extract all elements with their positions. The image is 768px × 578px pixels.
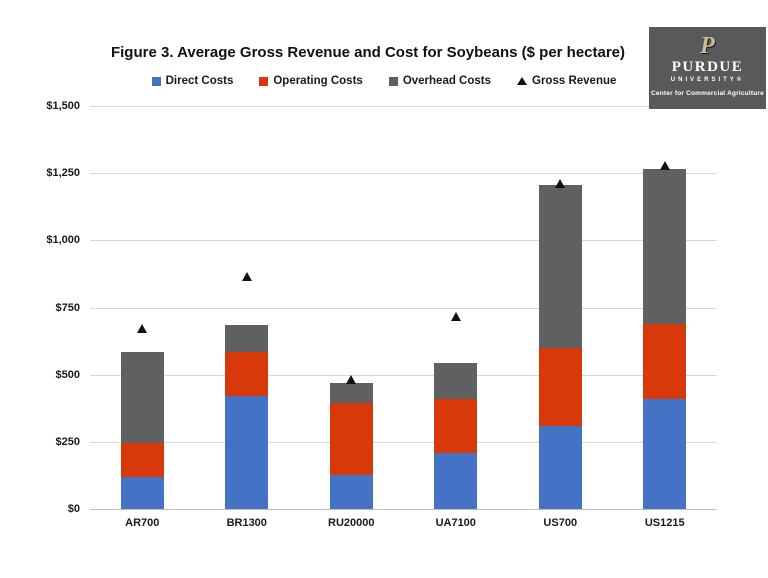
bar-segment-operating-costs-AR700 — [120, 443, 164, 477]
logo-name: PURDUE — [671, 59, 744, 75]
y-tick-label: $750 — [55, 301, 80, 314]
legend-item-operating-costs: Operating Costs — [259, 75, 363, 87]
legend-item-overhead-costs: Overhead Costs — [388, 75, 492, 87]
gross-revenue-marker-RU20000 — [346, 375, 357, 385]
gridline — [90, 240, 717, 242]
bar-segment-operating-costs-US700 — [538, 347, 582, 426]
gross-revenue-marker-UA7100 — [450, 311, 461, 321]
gross-revenue-triangle-icon — [517, 77, 528, 85]
legend-label: Gross Revenue — [532, 75, 617, 87]
purdue-p-icon: P — [700, 33, 715, 59]
bar-segment-operating-costs-BR1300 — [225, 351, 269, 397]
bar-segment-overhead-costs-US700 — [538, 185, 582, 348]
y-tick-label: $250 — [55, 435, 80, 448]
y-tick-label: $1,500 — [46, 100, 80, 112]
bar-segment-direct-costs-US700 — [538, 425, 582, 509]
bar-segment-operating-costs-US1215 — [643, 323, 687, 399]
legend-item-direct-costs: Direct Costs — [151, 75, 234, 87]
legend-label: Overhead Costs — [402, 75, 492, 87]
bar-segment-operating-costs-UA7100 — [434, 398, 478, 453]
y-axis: $0 $250 $500 $750 $1,000 $1,250 $1,500 — [28, 100, 80, 515]
chart-title: Figure 3. Average Gross Revenue and Cost… — [110, 44, 626, 61]
gridline — [90, 374, 717, 376]
bar-segment-direct-costs-BR1300 — [225, 396, 269, 509]
plot-area: AR700 BR1300 RU20000 UA7100 US700 US1215 — [90, 106, 717, 529]
gross-revenue-marker-BR1300 — [241, 271, 252, 281]
gridline — [90, 441, 717, 443]
bar-segment-overhead-costs-BR1300 — [225, 324, 269, 352]
bar-segment-overhead-costs-UA7100 — [434, 362, 478, 399]
bar-segment-overhead-costs-RU20000 — [329, 382, 373, 403]
gridline — [90, 173, 717, 175]
overhead-costs-swatch-icon — [388, 76, 398, 86]
y-tick-label: $1,250 — [46, 167, 80, 180]
x-tick-label-BR1300: BR1300 — [226, 517, 267, 529]
y-tick-label: $0 — [67, 503, 80, 515]
purdue-logo: P PURDUE UNIVERSITY® Center for Commerci… — [649, 27, 766, 109]
x-tick-label-RU20000: RU20000 — [328, 517, 375, 529]
gridline — [90, 307, 717, 309]
logo-unit: Center for Commercial Agriculture — [651, 90, 764, 97]
direct-costs-swatch-icon — [151, 76, 161, 86]
bar-segment-overhead-costs-AR700 — [120, 351, 164, 444]
bar-segment-operating-costs-RU20000 — [329, 402, 373, 476]
gross-revenue-marker-US700 — [555, 178, 566, 188]
legend-label: Operating Costs — [273, 75, 363, 87]
logo-subname: UNIVERSITY® — [670, 77, 745, 83]
x-tick-label-UA7100: UA7100 — [435, 517, 476, 529]
y-tick-label: $1,000 — [46, 234, 80, 247]
gross-revenue-marker-US1215 — [659, 161, 670, 171]
bar-segment-direct-costs-UA7100 — [434, 452, 478, 509]
legend: Direct Costs Operating Costs Overhead Co… — [0, 75, 768, 87]
bar-segment-direct-costs-RU20000 — [329, 475, 373, 509]
legend-item-gross-revenue: Gross Revenue — [517, 75, 616, 87]
x-tick-label-AR700: AR700 — [125, 517, 160, 529]
legend-label: Direct Costs — [165, 75, 234, 87]
operating-costs-swatch-icon — [259, 76, 269, 86]
x-tick-label-US1215: US1215 — [644, 517, 685, 529]
bar-segment-direct-costs-US1215 — [643, 398, 687, 509]
x-axis-line — [90, 509, 717, 510]
y-tick-label: $500 — [55, 368, 80, 381]
x-tick-label-US700: US700 — [543, 517, 578, 529]
bar-segment-overhead-costs-US1215 — [643, 169, 687, 324]
gross-revenue-marker-AR700 — [137, 323, 148, 333]
bar-segment-direct-costs-AR700 — [120, 476, 164, 509]
gridline — [90, 106, 717, 107]
